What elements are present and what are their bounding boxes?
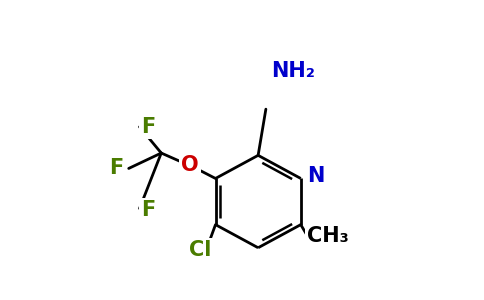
Text: F: F [141, 200, 155, 220]
Text: F: F [141, 117, 155, 137]
Text: N: N [307, 166, 324, 186]
Text: NH₂: NH₂ [272, 61, 315, 81]
Text: F: F [109, 158, 123, 178]
Text: Cl: Cl [189, 240, 211, 260]
Text: CH₃: CH₃ [307, 226, 348, 246]
Text: O: O [181, 155, 199, 176]
